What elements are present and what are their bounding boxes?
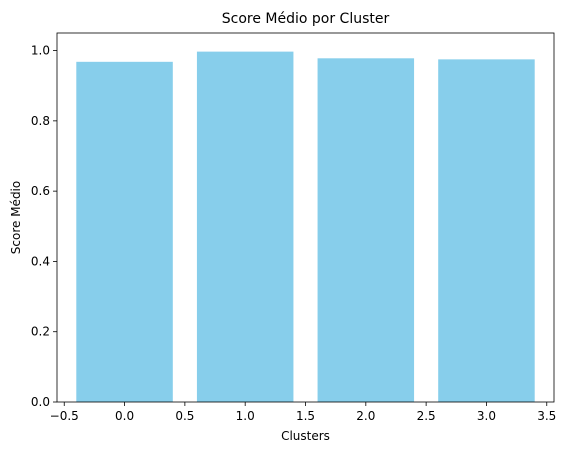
bar-cluster-2 <box>317 58 415 402</box>
x-tick-label: 1.0 <box>236 409 255 423</box>
x-tick-label: 2.0 <box>356 409 375 423</box>
y-tick-label: 1.0 <box>31 44 50 58</box>
x-tick-label: 3.0 <box>477 409 496 423</box>
bar-cluster-1 <box>196 51 294 403</box>
x-tick-label: 0.0 <box>115 409 134 423</box>
x-ticks-group: −0.5 0.0 0.5 1.0 1.5 2.0 2.5 3.0 3.5 <box>50 402 556 423</box>
y-tick-label: 0.2 <box>31 325 50 339</box>
x-axis-label: Clusters <box>281 429 330 443</box>
y-tick-label: 0.0 <box>31 395 50 409</box>
x-tick-label: 0.5 <box>175 409 194 423</box>
y-tick-label: 0.8 <box>31 114 50 128</box>
x-tick-label: −0.5 <box>50 409 79 423</box>
y-tick-label: 0.4 <box>31 254 50 268</box>
bar-cluster-0 <box>76 61 173 403</box>
y-ticks-group: 0.0 0.2 0.4 0.6 0.8 1.0 <box>31 44 57 409</box>
x-tick-label: 2.5 <box>417 409 436 423</box>
x-tick-label: 1.5 <box>296 409 315 423</box>
bars-group <box>76 51 535 403</box>
bar-cluster-3 <box>438 59 535 402</box>
x-tick-label: 3.5 <box>537 409 556 423</box>
chart-title: Score Médio por Cluster <box>222 11 390 27</box>
y-tick-label: 0.6 <box>31 184 50 198</box>
y-axis-label: Score Médio <box>9 181 23 254</box>
plot-frame <box>56 32 555 403</box>
